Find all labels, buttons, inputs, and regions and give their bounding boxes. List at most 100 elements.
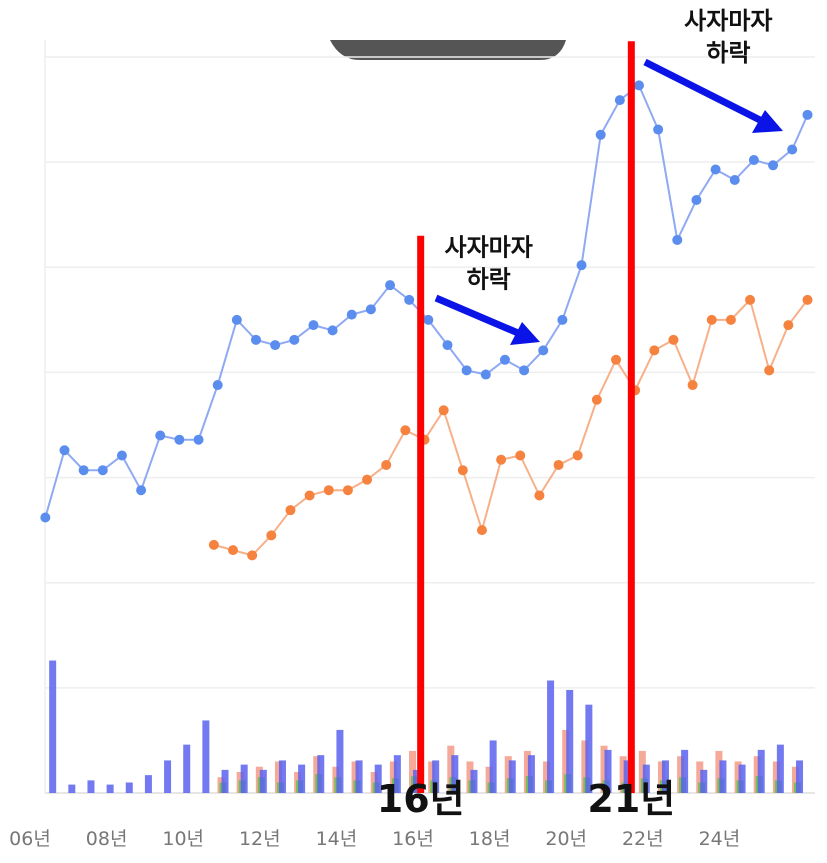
point [614, 95, 625, 106]
point [385, 280, 396, 291]
volume-bar [719, 760, 727, 793]
point [710, 164, 721, 175]
volume-bar [623, 760, 631, 793]
volume-bar [466, 761, 474, 793]
point [764, 365, 775, 376]
point [208, 539, 219, 550]
point [78, 465, 89, 476]
volume-bar [274, 761, 282, 793]
marker-label: 21년 [587, 777, 675, 821]
point [289, 334, 300, 345]
point [672, 234, 683, 245]
volume-bar [413, 769, 421, 793]
volume-bar [164, 760, 172, 793]
volume-bar [642, 764, 650, 793]
point [136, 485, 147, 496]
volume-bar [106, 784, 114, 793]
x-tick-label: 18년 [469, 828, 511, 850]
point [649, 345, 660, 356]
point [476, 525, 487, 536]
point [653, 124, 664, 135]
point [748, 155, 759, 166]
volume-bar [523, 750, 531, 793]
volume-bar [240, 764, 248, 793]
point [595, 129, 606, 140]
volume-bar [202, 720, 210, 793]
volume-bar [753, 756, 761, 793]
volume-bar [125, 782, 133, 793]
volume-bar [562, 729, 570, 793]
series-line [44, 83, 809, 518]
volume-bar [504, 756, 512, 793]
volume-bar [677, 756, 685, 793]
volume-bar [796, 760, 804, 793]
volume-bar [508, 760, 516, 793]
point [729, 175, 740, 186]
point [768, 160, 779, 171]
volume-bar [657, 761, 665, 793]
volume-bar [604, 749, 612, 793]
point [250, 334, 261, 345]
arrows [434, 58, 783, 345]
point [553, 459, 564, 470]
point [423, 314, 434, 325]
point [400, 425, 411, 436]
volume-bar [547, 680, 555, 793]
marker-label: 16년 [377, 777, 465, 821]
volume-bar [696, 761, 704, 793]
volume-bar [470, 769, 478, 793]
volume-bar [772, 761, 780, 793]
point [438, 405, 449, 416]
volume-bar [585, 704, 593, 793]
volume-bar [485, 766, 493, 793]
volume-bar [543, 761, 551, 793]
point [802, 294, 813, 305]
volume-bar [738, 764, 746, 793]
point [534, 490, 545, 501]
point [155, 430, 166, 441]
point [461, 365, 472, 376]
volume-bar [221, 769, 229, 793]
point [783, 320, 794, 331]
point [611, 354, 622, 365]
volume-bar [451, 755, 459, 793]
annotation-note: 사자마자 [445, 234, 533, 262]
volume-bar [681, 749, 689, 793]
point [745, 294, 756, 305]
point [480, 369, 491, 380]
volume-bar [776, 744, 784, 793]
scroll-handle [330, 40, 566, 60]
volume-bar [144, 775, 152, 793]
point [691, 194, 702, 205]
series-line [213, 297, 809, 557]
point [802, 109, 813, 120]
x-tick-label: 12년 [239, 828, 281, 850]
point [499, 354, 510, 365]
point [266, 530, 277, 541]
x-tick-label: 14년 [316, 828, 358, 850]
point [519, 365, 530, 376]
point [323, 485, 334, 496]
volume-bar [734, 761, 742, 793]
volume-bar [87, 780, 95, 793]
volume-bar [489, 740, 497, 793]
point [557, 314, 568, 325]
point [633, 80, 644, 91]
point [342, 485, 353, 496]
volume-bar [432, 760, 440, 793]
point [496, 454, 507, 465]
volume-bar [447, 745, 455, 793]
point [365, 304, 376, 315]
volume-bar [68, 784, 76, 793]
volume-bar [792, 766, 800, 793]
point [97, 465, 108, 476]
volume-bar [700, 769, 708, 793]
point [787, 144, 798, 155]
x-tick-label: 06년 [9, 828, 51, 850]
point [231, 314, 242, 325]
point [572, 450, 583, 461]
point [706, 314, 717, 325]
volume-bar [393, 755, 401, 793]
point [308, 320, 319, 331]
volume-bar [259, 769, 267, 793]
